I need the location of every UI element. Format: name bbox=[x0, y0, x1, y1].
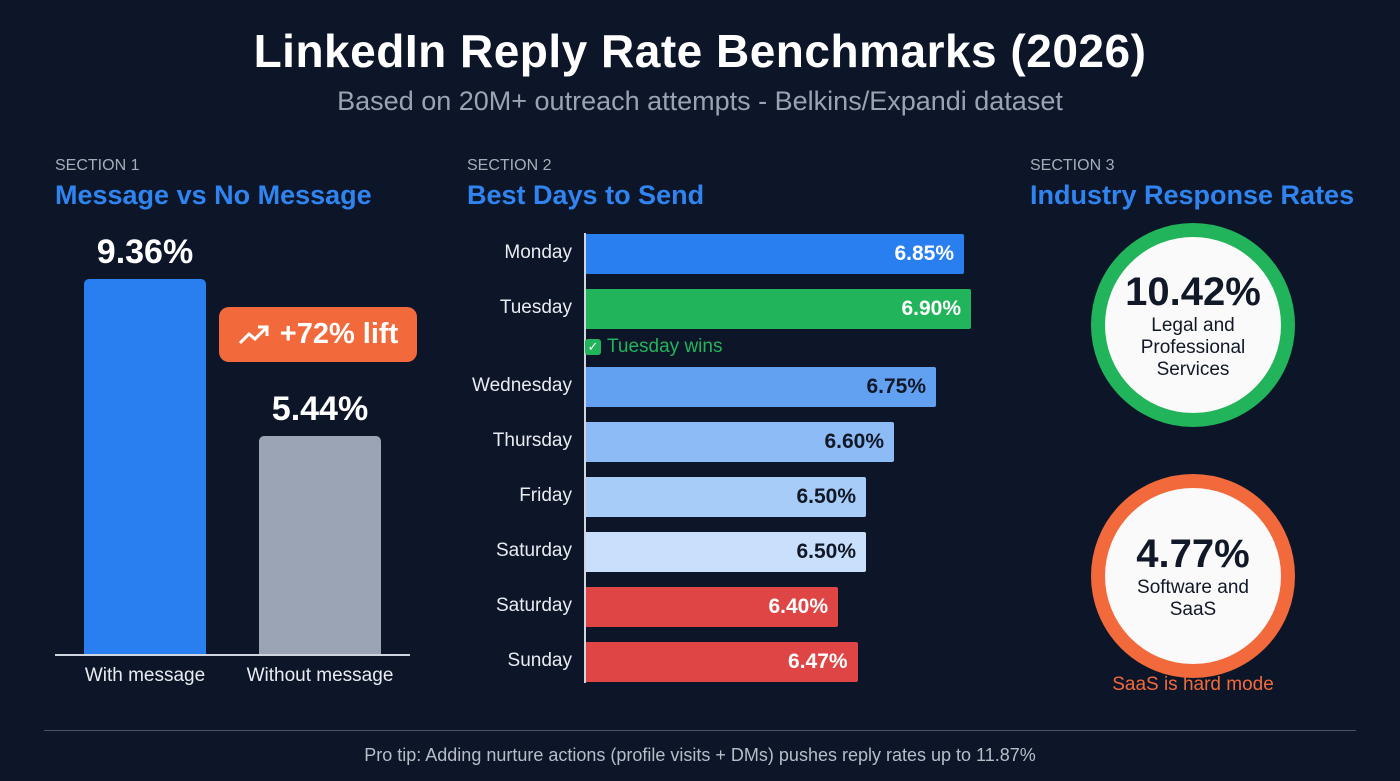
day-bar: 6.75% bbox=[586, 367, 936, 407]
section-2-label: SECTION 2 bbox=[467, 157, 552, 174]
industry-circle-saas: 4.77% Software and SaaS bbox=[1091, 474, 1295, 678]
day-label: Friday bbox=[519, 485, 572, 506]
section-2-title: Best Days to Send bbox=[467, 180, 705, 210]
industry-name: Software and SaaS bbox=[1137, 576, 1249, 620]
check-icon: ✓ bbox=[585, 339, 601, 355]
industry-circle-legal: 10.42% Legal and Professional Services bbox=[1091, 223, 1295, 427]
lift-text: +72% lift bbox=[279, 318, 399, 350]
baseline bbox=[55, 654, 410, 656]
pro-tip: Pro tip: Adding nurture actions (profile… bbox=[364, 745, 1036, 765]
saas-note: SaaS is hard mode bbox=[1112, 674, 1274, 695]
tuesday-wins-note: ✓ Tuesday wins bbox=[585, 336, 722, 358]
footer-divider bbox=[44, 730, 1356, 731]
bar-value-label: 5.44% bbox=[271, 390, 369, 429]
day-value-label: 6.40% bbox=[768, 595, 828, 618]
section-1-label: SECTION 1 bbox=[55, 157, 140, 174]
day-bar: 6.50% bbox=[586, 532, 866, 572]
day-label: Wednesday bbox=[472, 375, 572, 396]
day-bar: 6.85% bbox=[586, 234, 964, 274]
day-value-label: 6.90% bbox=[901, 297, 961, 320]
category-label: Without message bbox=[246, 665, 394, 686]
section-1-title: Message vs No Message bbox=[55, 180, 372, 210]
day-bar: 6.40% bbox=[586, 587, 838, 627]
bar-without-message bbox=[259, 436, 381, 655]
day-label: Monday bbox=[504, 242, 572, 263]
bar-value-label: 9.36% bbox=[96, 232, 194, 271]
day-bar: 6.47% bbox=[586, 642, 858, 682]
days-axis bbox=[584, 233, 586, 683]
section-3-label: SECTION 3 bbox=[1030, 157, 1115, 174]
trending-up-icon bbox=[238, 325, 269, 344]
day-value-label: 6.85% bbox=[894, 242, 954, 265]
page-subtitle: Based on 20M+ outreach attempts - Belkin… bbox=[337, 86, 1063, 116]
day-label: Thursday bbox=[492, 430, 572, 451]
day-label: Tuesday bbox=[499, 297, 572, 318]
day-value-label: 6.47% bbox=[788, 650, 848, 673]
industry-rate: 10.42% bbox=[1125, 269, 1261, 314]
page-title: LinkedIn Reply Rate Benchmarks (2026) bbox=[253, 25, 1147, 77]
category-label: With message bbox=[84, 665, 206, 686]
day-label: Saturday bbox=[495, 540, 572, 561]
bar-with-message bbox=[84, 278, 206, 655]
day-bar: 6.50% bbox=[586, 477, 866, 517]
industry-rate: 4.77% bbox=[1136, 531, 1250, 576]
section-3-title: Industry Response Rates bbox=[1030, 180, 1355, 210]
day-bar: 6.60% bbox=[586, 422, 894, 462]
day-value-label: 6.50% bbox=[796, 540, 856, 563]
day-bar: 6.90% bbox=[586, 289, 971, 329]
lift-badge: +72% lift bbox=[219, 307, 417, 362]
industry-name: Legal and Professional Services bbox=[1140, 314, 1246, 380]
day-value-label: 6.50% bbox=[796, 485, 856, 508]
tuesday-wins-text: Tuesday wins bbox=[607, 336, 723, 357]
day-value-label: 6.75% bbox=[866, 375, 926, 398]
day-label: Saturday bbox=[495, 595, 572, 616]
day-value-label: 6.60% bbox=[824, 430, 884, 453]
day-label: Sunday bbox=[507, 650, 572, 671]
